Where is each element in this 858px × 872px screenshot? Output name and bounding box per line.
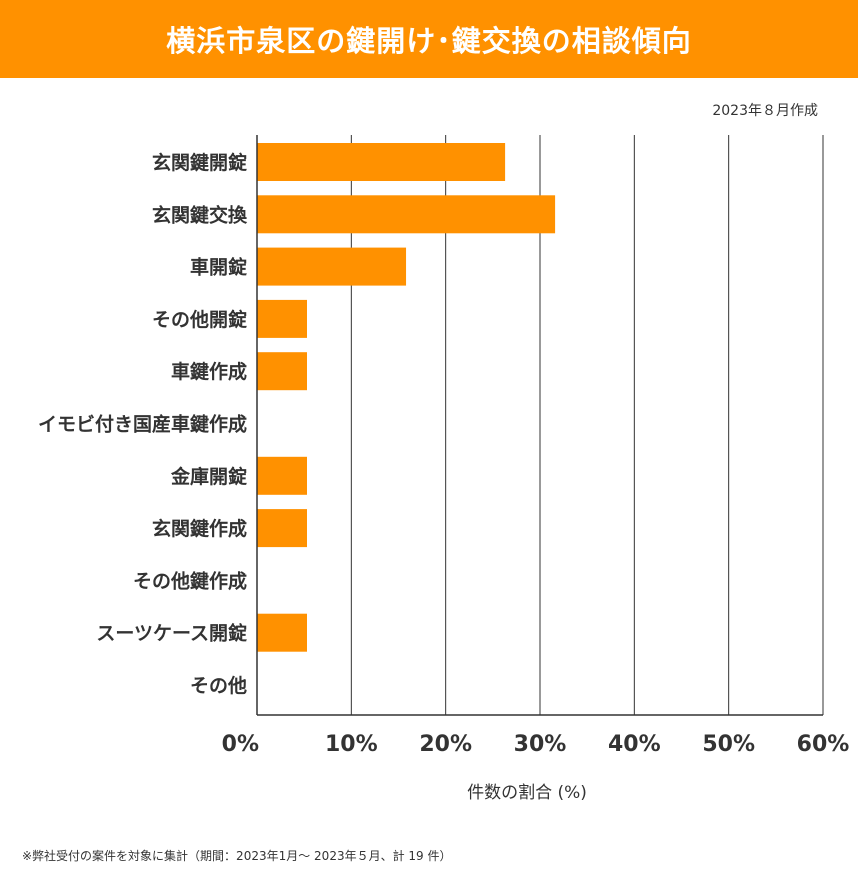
category-label: その他開錠 <box>152 308 247 331</box>
category-label: 金庫開錠 <box>170 465 247 488</box>
x-tick-label: 30% <box>514 732 567 757</box>
category-labels: 玄関鍵開錠玄関鍵交換車開錠その他開錠車鍵作成イモビ付き国産車鍵作成金庫開錠玄関鍵… <box>38 151 248 697</box>
x-tick-label: 60% <box>797 732 850 757</box>
chart-title: 横浜市泉区の鍵開け･鍵交換の相談傾向 <box>166 24 692 58</box>
footnote: ※弊社受付の案件を対象に集計（期間：2023年1月～ 2023年５月、計 19 … <box>22 849 452 863</box>
category-label: イモビ付き国産車鍵作成 <box>38 413 247 436</box>
bar <box>257 613 307 652</box>
bar <box>257 456 307 495</box>
category-label: 玄関鍵開錠 <box>152 151 247 174</box>
bars <box>257 143 556 652</box>
category-label: 玄関鍵交換 <box>152 203 248 226</box>
chart-header: 横浜市泉区の鍵開け･鍵交換の相談傾向 <box>0 0 858 78</box>
x-tick-label: 50% <box>702 732 755 757</box>
bar <box>257 299 307 338</box>
x-tick-label: 20% <box>419 732 472 757</box>
x-tick-label: 0% <box>222 732 259 757</box>
x-tick-label: 40% <box>608 732 661 757</box>
bar <box>257 143 506 181</box>
category-label: スーツケース開錠 <box>96 622 247 645</box>
category-label: 玄関鍵作成 <box>152 517 247 540</box>
axes <box>256 135 823 716</box>
category-label: その他 <box>190 674 247 697</box>
tick-labels: 0% 10% 20% 30% 40% 50% 60% <box>222 732 850 757</box>
bar <box>257 247 407 286</box>
bar <box>257 195 556 234</box>
category-label: 車開錠 <box>190 256 247 279</box>
date-note: 2023年８月作成 <box>712 103 818 119</box>
x-tick-label: 10% <box>325 732 378 757</box>
category-label: その他鍵作成 <box>133 569 247 592</box>
category-label: 車鍵作成 <box>171 360 247 383</box>
bar <box>257 509 307 548</box>
x-axis-label: 件数の割合 (%) <box>467 783 587 803</box>
bar <box>257 352 307 391</box>
